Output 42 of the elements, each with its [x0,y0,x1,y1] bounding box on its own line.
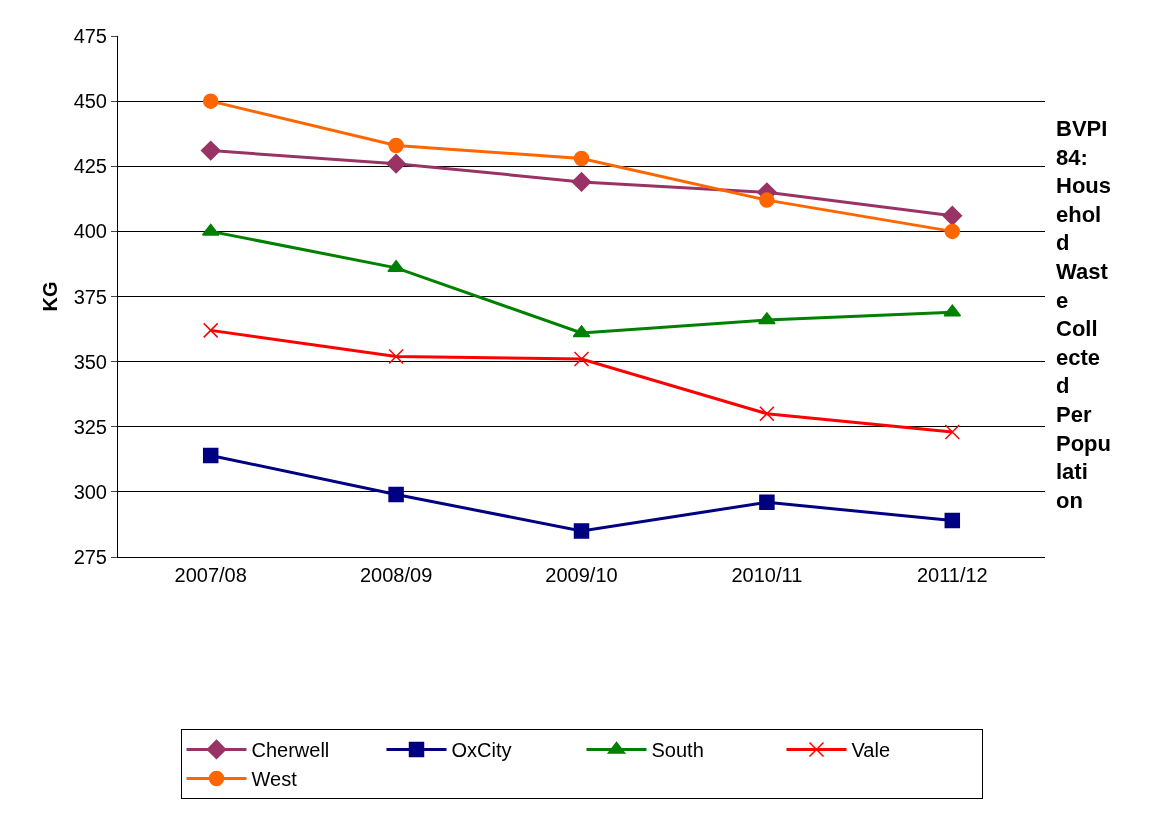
legend-label: OxCity [451,739,512,762]
point [573,351,590,367]
y-tick-label: 300 [73,480,107,503]
legend-label: Vale [851,739,891,762]
point [202,93,219,109]
point [573,150,590,167]
point [944,223,961,240]
y-tick-label: 275 [73,546,107,568]
legend-label: Cherwell [251,739,330,762]
point [944,424,961,440]
y-tick-label: 475 [73,25,107,47]
x-tick-label: 2007/08 [174,564,247,586]
y-tick-label: 400 [73,220,107,243]
legend-label: South [651,739,704,762]
y-tick-label: 325 [73,415,107,438]
point [202,447,219,464]
y-tick-label: 350 [73,350,107,373]
chart-title: BVPI 84: Household Waste Collected Per Population [1056,116,1111,513]
point [759,405,775,422]
x-tick-label: 2010/11 [731,564,803,586]
x-tick-label: 2011/12 [916,564,988,586]
point [388,486,404,503]
point [759,494,775,511]
point [388,137,404,154]
point [202,322,219,339]
point [387,260,405,273]
point [573,523,590,539]
y-axis-title: KG [39,281,62,312]
point [758,312,776,325]
point [388,348,404,365]
x-tick-label: 2008/09 [359,564,433,586]
legend-label: West [251,768,298,791]
point [200,140,221,161]
y-tick-label: 375 [73,285,107,308]
y-tick-label: 425 [73,155,107,178]
y-tick-label: 450 [73,90,107,113]
point [386,153,406,174]
point [759,192,775,208]
point [571,172,592,192]
x-tick-label: 2009/10 [545,564,618,586]
point [944,512,961,529]
point [942,205,963,226]
